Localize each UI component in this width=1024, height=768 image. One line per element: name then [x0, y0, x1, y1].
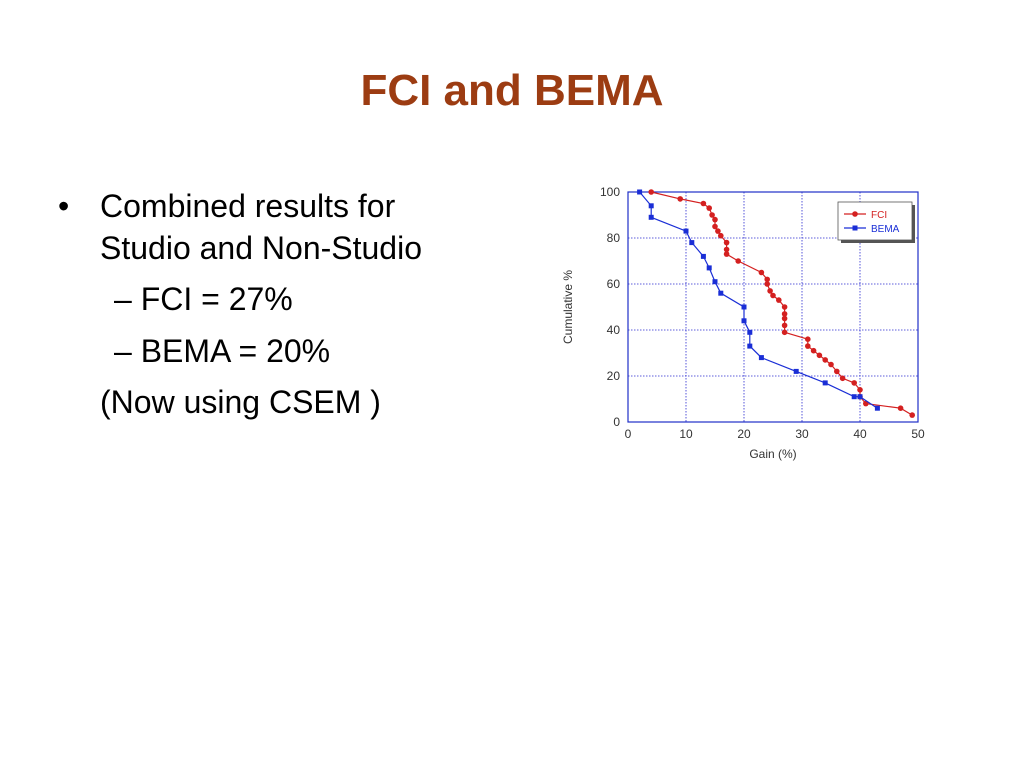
y-tick-label: 100 [600, 185, 620, 199]
data-point-fci [781, 304, 788, 310]
data-point-bema [700, 253, 706, 259]
data-point-bema [857, 394, 863, 400]
data-point-fci [723, 239, 730, 246]
y-tick-label: 60 [607, 277, 621, 291]
x-tick-label: 30 [795, 427, 809, 441]
x-axis-label: Gain (%) [749, 447, 796, 461]
data-point-bema [689, 240, 695, 246]
data-point-fci [805, 336, 811, 342]
bullet-main-line1: Combined results for [100, 188, 396, 224]
data-point-fci [770, 292, 776, 299]
data-point-fci [764, 281, 770, 287]
legend-label-fci: FCI [871, 210, 887, 221]
sub-bullet-bema-text: BEMA = 20% [140, 332, 331, 369]
y-tick-label: 20 [607, 369, 621, 383]
data-point-bema [747, 343, 753, 349]
data-point-fci [805, 343, 811, 349]
sub-bullet-bema: – BEMA = 20% [58, 331, 498, 373]
data-point-bema [637, 189, 643, 195]
data-point-fci [828, 361, 834, 368]
slide-title: FCI and BEMA [360, 66, 664, 115]
plot-frame [627, 191, 919, 423]
data-point-bema [741, 304, 747, 310]
data-point-fci [810, 347, 817, 354]
data-point-fci [909, 412, 915, 418]
data-point-fci [712, 223, 718, 230]
data-point-fci [857, 387, 863, 393]
data-point-fci [723, 251, 730, 257]
bullet-main: • Combined results for Studio and Non-St… [58, 186, 498, 269]
data-point-fci [776, 297, 782, 303]
data-point-bema [874, 405, 880, 411]
dash-icon: – [114, 281, 132, 318]
bullet-list: • Combined results for Studio and Non-St… [58, 186, 498, 424]
data-point-bema [822, 380, 828, 386]
data-point-fci [715, 228, 721, 234]
y-tick-label: 40 [607, 323, 621, 337]
data-point-fci [709, 212, 715, 218]
data-point-fci [822, 357, 828, 363]
data-point-fci [723, 246, 730, 253]
data-point-fci [781, 329, 788, 336]
y-axis-label: Cumulative % [561, 270, 575, 344]
data-point-fci [706, 205, 712, 211]
data-point-bema [706, 265, 712, 271]
data-point-fci [863, 400, 869, 407]
legend-label-bema: BEMA [871, 224, 900, 235]
data-point-fci [816, 352, 823, 359]
data-point-fci [781, 311, 788, 317]
data-point-fci [834, 368, 840, 375]
legend-box [837, 201, 913, 241]
data-point-fci [767, 288, 773, 294]
data-point-bema [712, 279, 718, 285]
data-point-fci [851, 380, 857, 386]
data-point-bema [648, 214, 654, 220]
legend-marker-fci [852, 211, 858, 217]
bullet-main-line2: Studio and Non-Studio [100, 229, 422, 266]
data-point-fci [781, 315, 788, 322]
data-point-fci [712, 216, 718, 223]
note-text: (Now using CSEM ) [100, 384, 381, 421]
data-point-fci [648, 189, 654, 195]
legend-marker-bema [852, 225, 858, 231]
data-point-bema [758, 355, 764, 361]
data-point-bema [741, 318, 747, 324]
data-point-fci [897, 405, 904, 411]
data-point-fci [735, 258, 741, 264]
data-point-bema [648, 203, 654, 209]
x-tick-label: 10 [679, 427, 693, 441]
bullet-dot-icon: • [58, 188, 70, 224]
sub-bullet-fci-text: FCI = 27% [140, 281, 293, 318]
data-point-fci [764, 276, 770, 283]
data-point-fci [718, 232, 724, 239]
x-tick-label: 40 [853, 427, 867, 441]
data-point-bema [718, 290, 724, 296]
data-point-fci [758, 269, 765, 276]
cumulative-gain-chart: 0 10 20 30 40 50 0 20 40 60 80 100 Gain (%) Cumulativ… [561, 185, 925, 461]
data-point-fci [700, 200, 707, 207]
data-point-fci [781, 322, 788, 329]
data-point-bema [683, 228, 689, 234]
data-point-bema [747, 329, 753, 335]
x-tick-label: 50 [911, 427, 925, 441]
y-tick-label: 0 [613, 415, 620, 429]
data-point-fci [677, 196, 683, 202]
data-point-bema [851, 394, 857, 400]
data-point-fci [839, 375, 846, 382]
x-tick-label: 0 [625, 427, 632, 441]
data-point-bema [793, 368, 799, 374]
sub-bullet-fci: – FCI = 27% [58, 279, 498, 321]
y-tick-label: 80 [607, 231, 621, 245]
dash-icon: – [114, 332, 132, 369]
x-tick-label: 20 [737, 427, 751, 441]
